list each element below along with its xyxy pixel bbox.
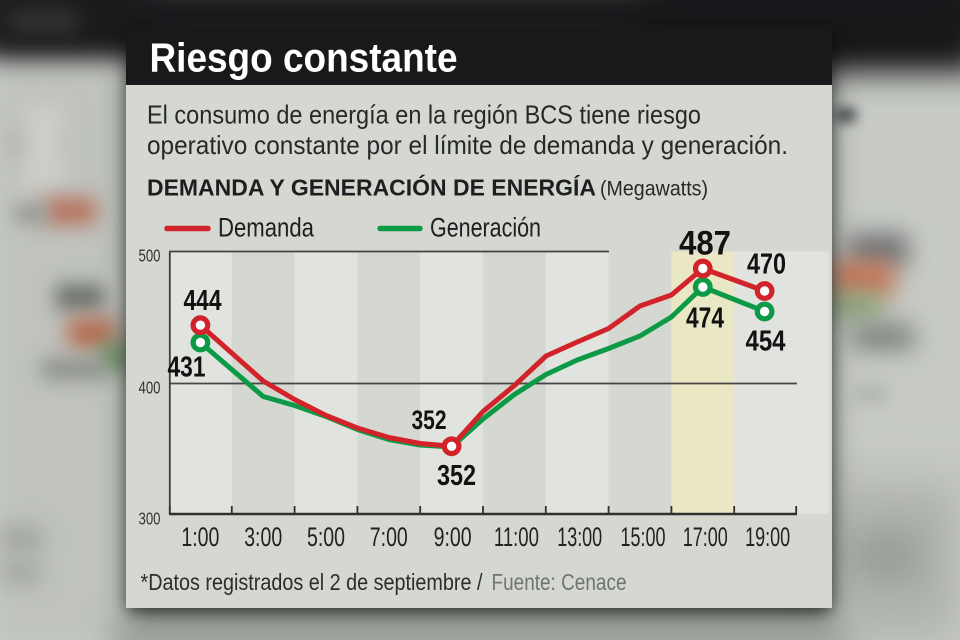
svg-text:431: 431 (168, 352, 206, 384)
svg-text:(Megawatts): (Megawatts) (600, 178, 708, 201)
svg-text:Riesgo constante: Riesgo constante (150, 35, 458, 81)
svg-text:9:00: 9:00 (434, 522, 472, 552)
svg-text:400: 400 (139, 378, 161, 398)
svg-text:444: 444 (184, 285, 222, 317)
svg-text:DEMANDA Y GENERACIÓN DE ENERGÍ: DEMANDA Y GENERACIÓN DE ENERGÍA (147, 174, 596, 201)
svg-text:300: 300 (139, 509, 161, 529)
svg-text:operativo constante por el lím: operativo constante por el límite de dem… (147, 130, 788, 160)
svg-text:3:00: 3:00 (244, 522, 282, 552)
svg-text:7:00: 7:00 (370, 522, 408, 552)
svg-text:352: 352 (437, 460, 476, 492)
svg-text:470: 470 (747, 249, 786, 281)
svg-text:487: 487 (679, 225, 731, 263)
svg-text:17:00: 17:00 (683, 522, 728, 552)
svg-text:352: 352 (412, 405, 447, 435)
svg-text:1:00: 1:00 (181, 522, 219, 552)
svg-text:19:00: 19:00 (745, 522, 790, 552)
svg-text:5:00: 5:00 (307, 522, 345, 552)
svg-text:500: 500 (139, 246, 161, 266)
svg-text:Generación: Generación (430, 213, 541, 243)
svg-text:13:00: 13:00 (557, 522, 602, 552)
svg-text:El consumo de energía en la re: El consumo de energía en la región BCS t… (147, 100, 701, 130)
svg-text:Fuente: Cenace: Fuente: Cenace (492, 569, 627, 595)
svg-text:15:00: 15:00 (621, 522, 666, 552)
svg-text:474: 474 (686, 303, 724, 335)
svg-text:Demanda: Demanda (218, 213, 315, 243)
svg-text:454: 454 (746, 326, 786, 358)
svg-text:*Datos registrados el 2 de sep: *Datos registrados el 2 de septiembre / (141, 569, 483, 595)
svg-text:11:00: 11:00 (494, 522, 539, 552)
